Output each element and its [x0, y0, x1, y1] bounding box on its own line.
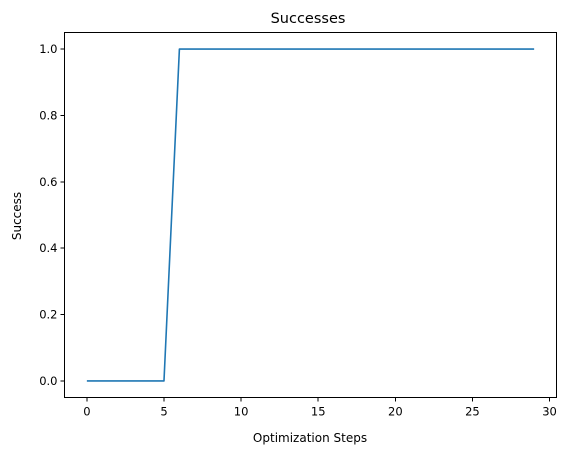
y-axis-ticks: 0.0 0.2 0.4 0.6 0.8 1.0 — [39, 42, 65, 388]
y-tick-label: 0.0 — [39, 374, 57, 388]
plot-frame — [64, 32, 557, 398]
x-tick-label: 15 — [311, 405, 326, 419]
x-tick-label: 30 — [542, 405, 557, 419]
x-tick-label: 20 — [388, 405, 403, 419]
plot-area — [86, 48, 535, 382]
x-tick-label: 10 — [234, 405, 249, 419]
x-tick-label: 0 — [83, 405, 90, 419]
y-tick-label: 0.2 — [39, 308, 57, 322]
series-line-0 — [86, 48, 535, 382]
chart-title: Successes — [271, 11, 346, 27]
x-tick-label: 5 — [160, 405, 167, 419]
y-tick-label: 0.8 — [39, 108, 57, 122]
x-tick-label: 25 — [465, 405, 480, 419]
x-axis-label: Optimization Steps — [253, 431, 367, 445]
y-tick-label: 1.0 — [39, 42, 57, 56]
y-axis-label: Success — [10, 192, 24, 240]
y-tick-label: 0.6 — [39, 175, 57, 189]
y-tick-label: 0.4 — [39, 241, 57, 255]
x-axis-ticks: 0 5 10 15 20 25 30 — [83, 397, 557, 419]
